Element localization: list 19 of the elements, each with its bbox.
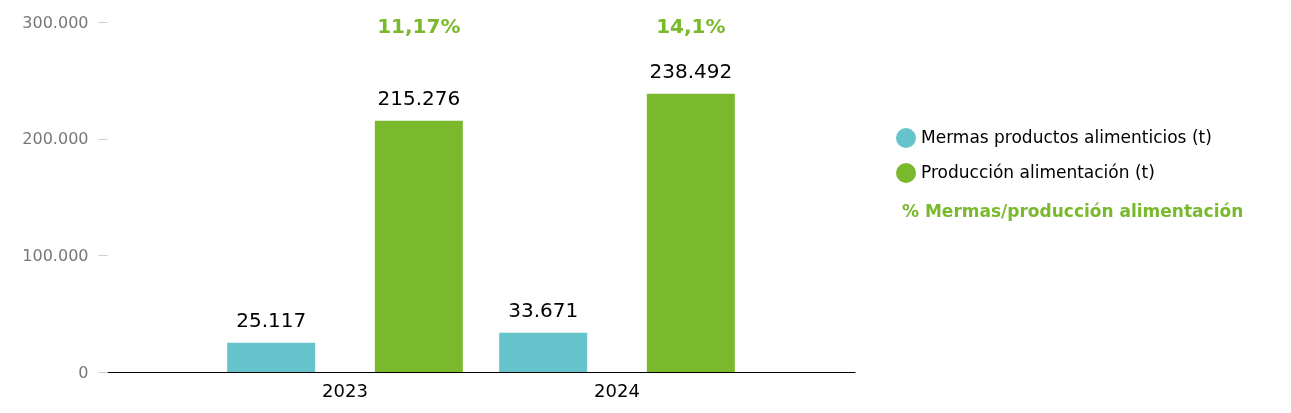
bar xyxy=(499,332,588,372)
annotation: 14,1% xyxy=(656,14,726,38)
y-tick-label: 200.000 xyxy=(22,129,89,149)
y-tick-label: 300.000 xyxy=(22,12,89,32)
legend-label: Mermas productos alimenticios (t) xyxy=(921,127,1212,147)
text: % Mermas/producción alimentación xyxy=(902,201,1244,221)
data-label: 25.117 xyxy=(236,307,307,332)
bar xyxy=(227,342,316,372)
legend-label: Producción alimentación (t) xyxy=(921,162,1155,182)
data-label: 238.492 xyxy=(649,58,733,83)
bar xyxy=(646,93,735,372)
x-tick-label: 2023 xyxy=(322,379,368,401)
bar xyxy=(374,120,463,372)
x-tick-label: 2024 xyxy=(594,379,640,401)
data-label: 215.276 xyxy=(377,85,461,110)
data-label: 33.671 xyxy=(508,297,579,322)
y-tick-label: 0 xyxy=(78,362,89,382)
annotation: 11,17% xyxy=(377,14,461,38)
y-tick-label: 100.000 xyxy=(22,245,89,265)
